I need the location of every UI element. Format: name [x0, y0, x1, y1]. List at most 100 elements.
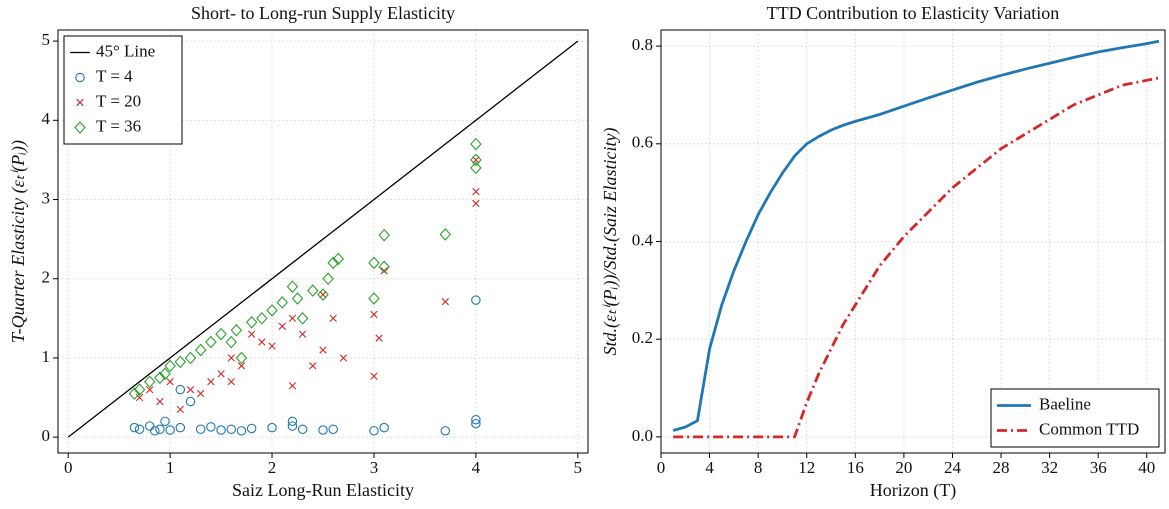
point	[155, 424, 165, 434]
point	[143, 375, 156, 389]
point	[309, 362, 317, 370]
point	[176, 405, 184, 414]
point	[319, 290, 327, 299]
point	[297, 424, 308, 434]
x-tick-label: 3	[370, 458, 379, 477]
point	[378, 228, 390, 242]
point	[339, 354, 348, 362]
x-tick-label: 16	[847, 458, 864, 477]
point	[278, 322, 286, 330]
x-tick-label: 8	[754, 458, 763, 477]
point	[327, 256, 339, 270]
legend-label: T = 20	[96, 91, 141, 110]
y-tick-label: 0	[42, 426, 51, 445]
y-tick-label: 3	[42, 188, 51, 207]
point	[235, 351, 248, 365]
point	[156, 397, 164, 406]
point	[207, 378, 215, 386]
point	[146, 385, 154, 394]
point	[197, 389, 205, 398]
y-tick-label: 0.6	[632, 133, 653, 152]
point	[470, 153, 482, 167]
point	[185, 396, 196, 407]
point	[288, 381, 297, 390]
y-tick-label: 0.4	[632, 230, 654, 249]
point	[134, 424, 145, 434]
point	[164, 359, 176, 373]
point	[216, 425, 226, 435]
point	[368, 292, 380, 305]
point	[194, 343, 207, 357]
y-axis-label: T-Quarter Elasticity (εₜⁱ(Pᵢ))	[8, 140, 29, 343]
point	[129, 422, 140, 433]
legend-swatch	[75, 72, 85, 83]
point	[225, 335, 238, 349]
point	[227, 378, 235, 386]
point	[184, 351, 197, 365]
point	[375, 334, 383, 342]
point	[246, 423, 257, 434]
legend-swatch	[76, 98, 84, 107]
legend-label: Baeline	[1039, 394, 1091, 413]
x-tick-label: 4	[472, 458, 481, 477]
point	[236, 426, 247, 436]
y-axis-label: Std.(εₜⁱ(Pᵢ))/Std.(Saiz Elasticity)	[600, 128, 621, 356]
x-tick-label: 2	[268, 458, 277, 477]
point	[144, 421, 155, 431]
point	[332, 252, 345, 266]
point	[472, 199, 480, 208]
point	[470, 161, 482, 175]
chart-title: TTD Contribution to Elasticity Variation	[767, 3, 1060, 23]
legend-label: 45° Line	[96, 41, 155, 60]
point	[368, 256, 380, 270]
point	[165, 425, 175, 435]
point	[370, 310, 378, 319]
x-tick-label: 4	[705, 458, 714, 477]
point	[471, 295, 481, 305]
point	[329, 314, 337, 323]
x-tick-label: 5	[574, 458, 583, 477]
point	[378, 260, 390, 274]
point	[369, 426, 379, 436]
point	[471, 414, 481, 425]
point	[322, 272, 334, 286]
point	[266, 304, 278, 317]
point	[175, 422, 186, 433]
legend-swatch	[74, 121, 86, 134]
point	[166, 378, 174, 386]
legend-box	[990, 388, 1160, 448]
point	[205, 335, 217, 349]
point	[206, 422, 216, 432]
point	[230, 323, 243, 337]
series-line	[67, 40, 579, 438]
point	[133, 383, 146, 396]
point	[226, 424, 237, 434]
point	[472, 156, 480, 164]
point	[470, 137, 482, 151]
point	[379, 422, 389, 433]
point	[318, 425, 328, 435]
x-tick-label: 1	[166, 458, 175, 477]
point	[380, 267, 388, 275]
point	[237, 362, 246, 370]
point	[174, 355, 187, 369]
point	[296, 312, 309, 325]
point	[472, 187, 480, 196]
x-tick-label: 20	[895, 458, 912, 477]
legend-label: Common TTD	[1039, 419, 1139, 438]
point	[175, 384, 186, 395]
point	[128, 387, 141, 400]
x-axis-label: Horizon (T)	[870, 480, 956, 501]
series-line	[673, 76, 1160, 439]
point	[154, 371, 166, 385]
point	[328, 424, 338, 434]
point	[298, 330, 307, 338]
y-tick-label: 4	[42, 109, 51, 128]
y-tick-label: 2	[42, 268, 51, 287]
point	[267, 422, 277, 433]
x-axis-label: Saiz Long-Run Elasticity	[232, 480, 414, 500]
point	[276, 296, 288, 309]
legend-label: T = 4	[96, 66, 133, 85]
series-line	[672, 39, 1160, 432]
